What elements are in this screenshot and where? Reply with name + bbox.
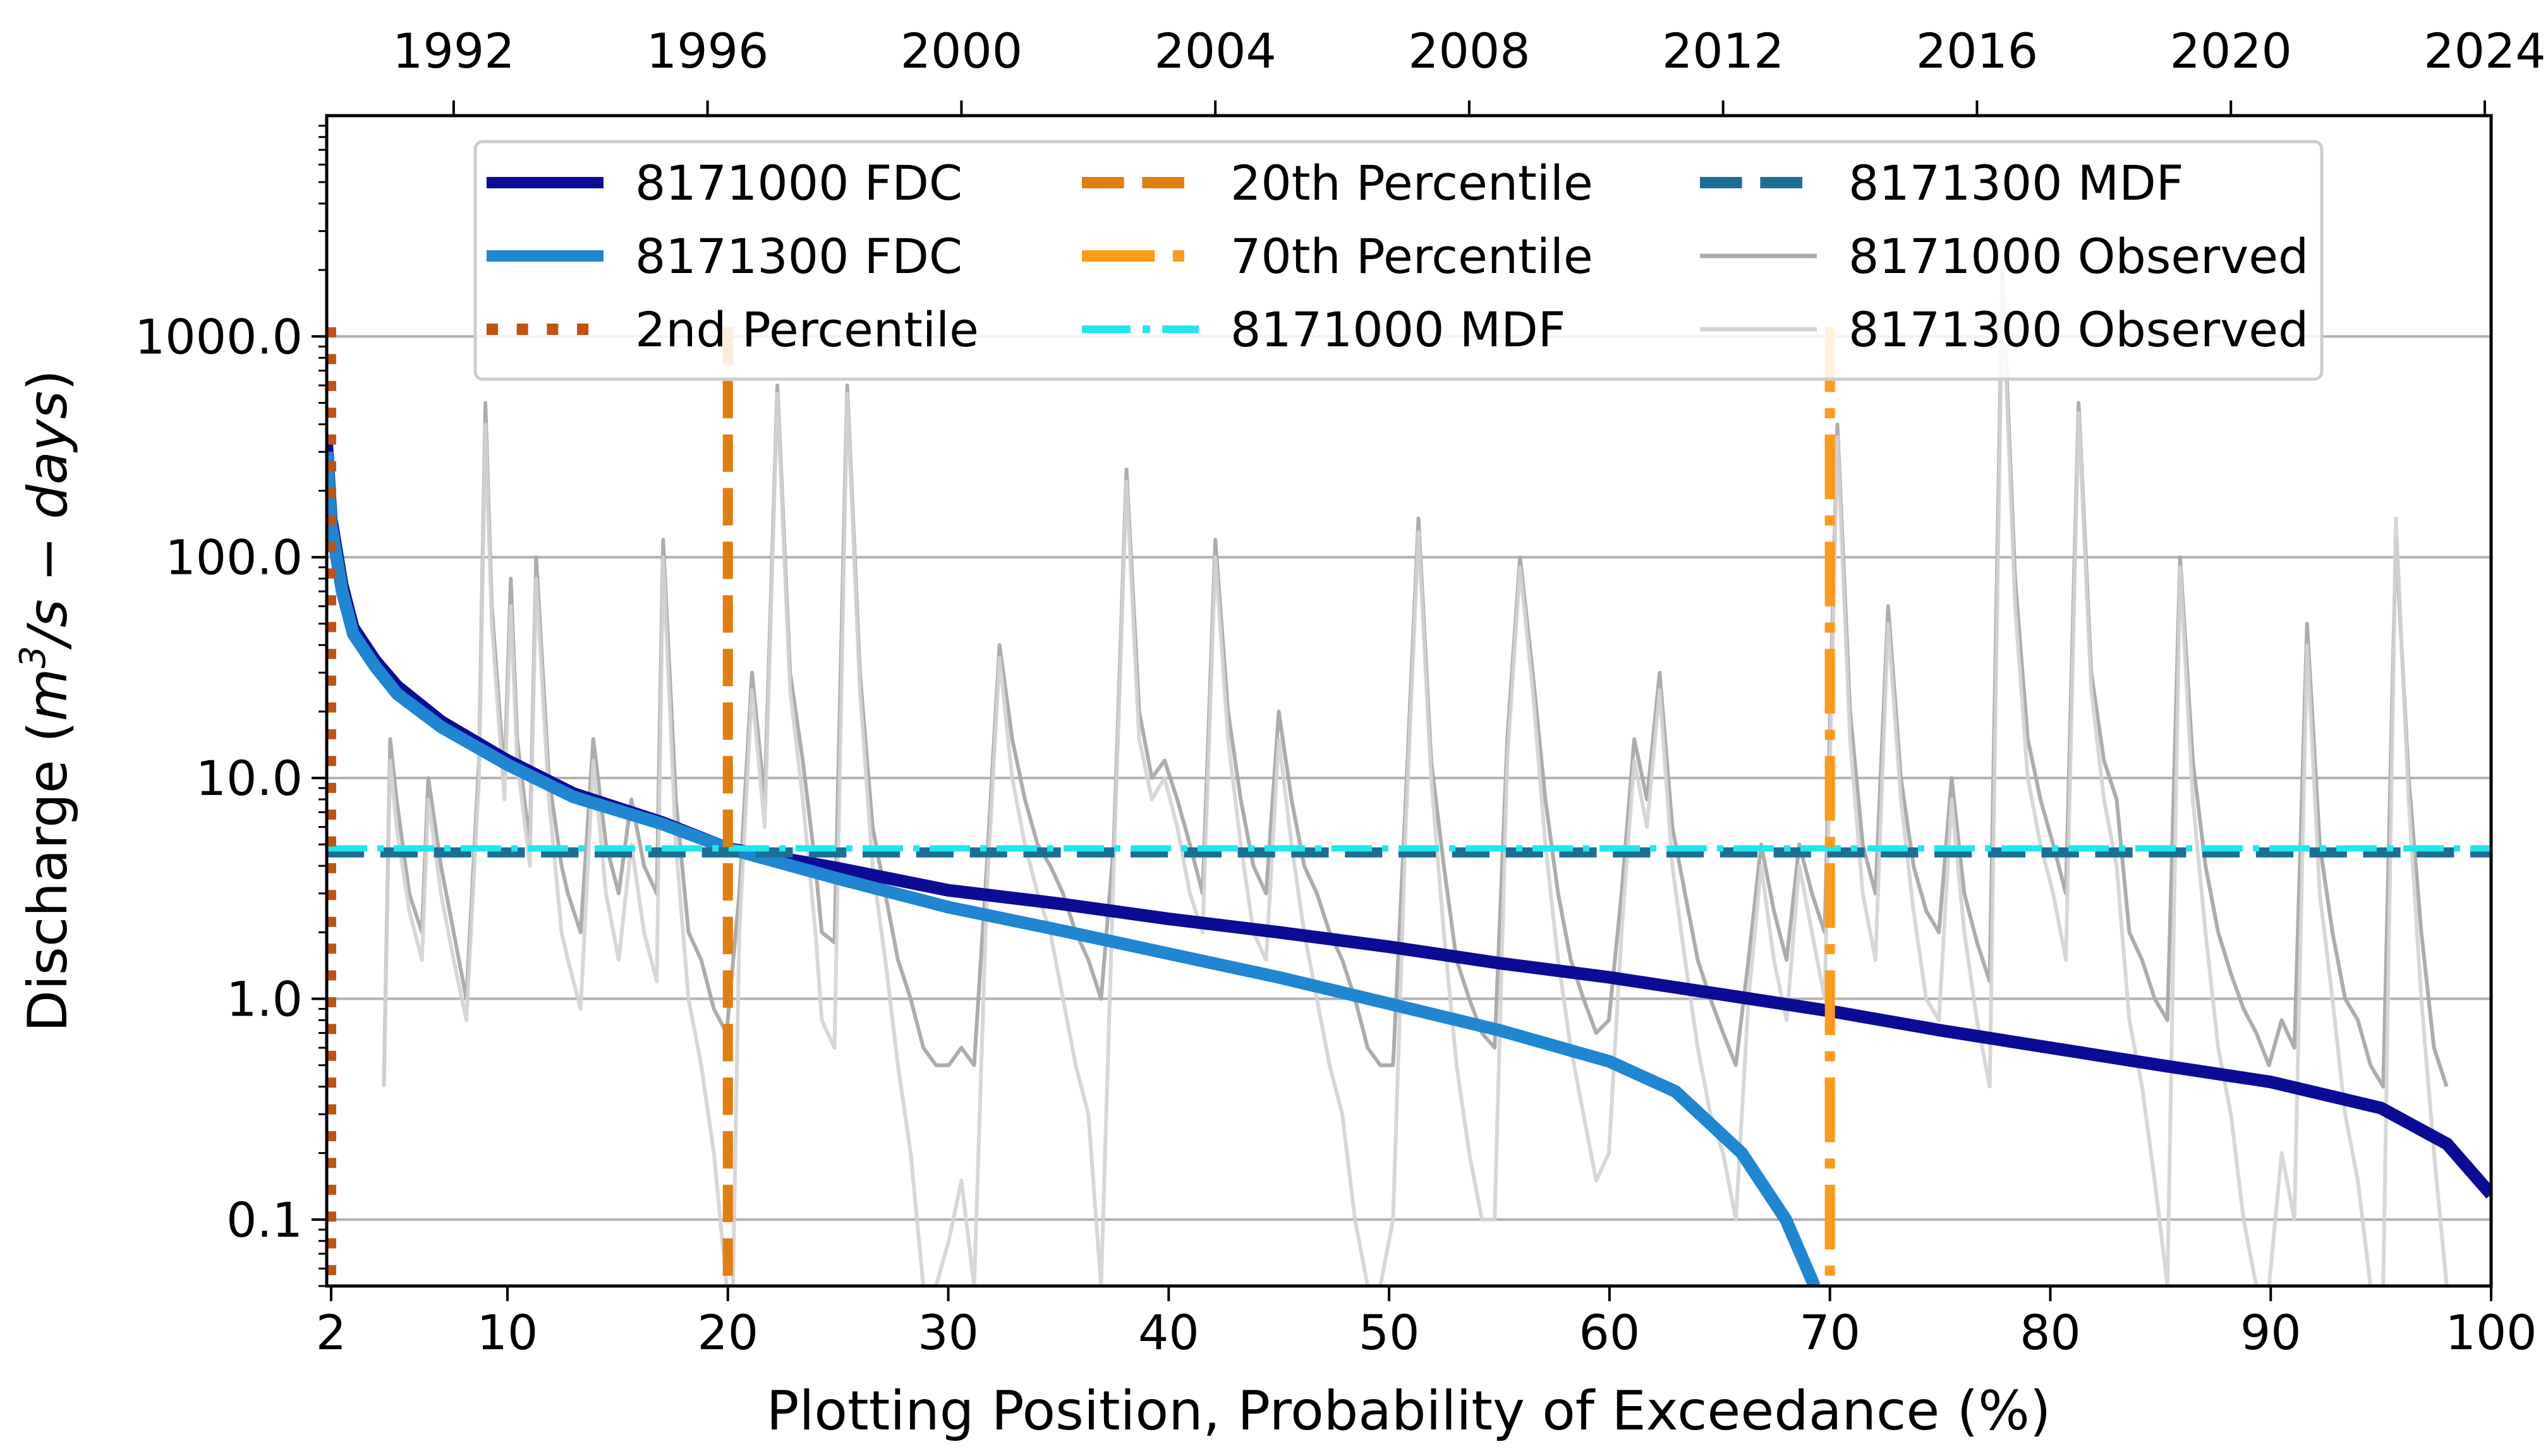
x-tick-label-100: 100 bbox=[2445, 1304, 2537, 1361]
y-axis-label-unit-m: m bbox=[16, 669, 80, 722]
y-axis-label-close: ) bbox=[16, 370, 80, 391]
legend-label-2: 2nd Percentile bbox=[635, 301, 979, 358]
legend-frame bbox=[473, 140, 2324, 381]
y-tick-label-3: 100.0 bbox=[165, 530, 303, 586]
y-axis-label-unit-rest: /s − days bbox=[16, 391, 80, 650]
x-tick-label-20: 20 bbox=[697, 1304, 758, 1361]
x-tick-label-80: 80 bbox=[2020, 1304, 2081, 1361]
top-tick-label-2020: 2020 bbox=[2169, 23, 2291, 79]
y-tick-label-4: 1000.0 bbox=[135, 308, 303, 365]
x-tick-label-30: 30 bbox=[918, 1304, 979, 1361]
top-tick-label-2016: 2016 bbox=[1916, 23, 2038, 79]
x-tick-label-40: 40 bbox=[1138, 1304, 1199, 1361]
x-tick-label-2: 2 bbox=[316, 1304, 346, 1361]
legend: 8171000 FDC 8171300 FDC 2nd Percentile 20th… bbox=[473, 140, 2324, 381]
top-tick-label-2000: 2000 bbox=[901, 23, 1022, 79]
x-tick-label-90: 90 bbox=[2240, 1304, 2302, 1361]
top-tick-label-2012: 2012 bbox=[1662, 23, 1784, 79]
x-axis-label: Plotting Position, Probability of Exceed… bbox=[767, 1380, 2051, 1443]
series-8171300-observed bbox=[382, 278, 2449, 1286]
top-tick-label-1996: 1996 bbox=[646, 23, 768, 79]
legend-label-8: 8171300 Observed bbox=[1848, 301, 2308, 358]
plot-frame bbox=[325, 114, 2493, 1288]
legend-label-5: 8171000 MDF bbox=[1230, 301, 1565, 358]
top-tick-label-2008: 2008 bbox=[1408, 23, 1530, 79]
legend-label-0: 8171000 FDC bbox=[635, 155, 962, 211]
y-axis-label: Discharge (m3/s − days) bbox=[13, 370, 80, 1032]
top-tick-label-2004: 2004 bbox=[1154, 23, 1276, 79]
y-tick-label-1: 1.0 bbox=[226, 971, 303, 1027]
x-tick-label-50: 50 bbox=[1359, 1304, 1420, 1361]
plot-area bbox=[327, 268, 2491, 1286]
x-tick-label-10: 10 bbox=[477, 1304, 538, 1361]
y-axis-label-unit-sup: 3 bbox=[13, 646, 54, 669]
top-tick-label-2024: 2024 bbox=[2424, 23, 2545, 79]
top-tick-label-1992: 1992 bbox=[392, 23, 514, 79]
legend-label-7: 8171000 Observed bbox=[1848, 228, 2308, 284]
x-tick-label-70: 70 bbox=[1799, 1304, 1860, 1361]
legend-label-4: 70th Percentile bbox=[1230, 228, 1593, 284]
legend-label-3: 20th Percentile bbox=[1230, 155, 1593, 211]
legend-label-1: 8171300 FDC bbox=[635, 228, 962, 284]
series-8171300-fdc bbox=[327, 451, 1821, 1286]
legend-label-6: 8171300 MDF bbox=[1848, 155, 2183, 211]
axes: 2 10 20 30 40 50 60 70 80 90 100 1992 1996 2000 2004 20… bbox=[135, 23, 2546, 1361]
x-tick-label-60: 60 bbox=[1579, 1304, 1641, 1361]
y-tick-label-2: 10.0 bbox=[196, 750, 303, 806]
y-tick-label-0: 0.1 bbox=[226, 1192, 303, 1248]
y-axis-label-main: Discharge ( bbox=[16, 721, 80, 1032]
